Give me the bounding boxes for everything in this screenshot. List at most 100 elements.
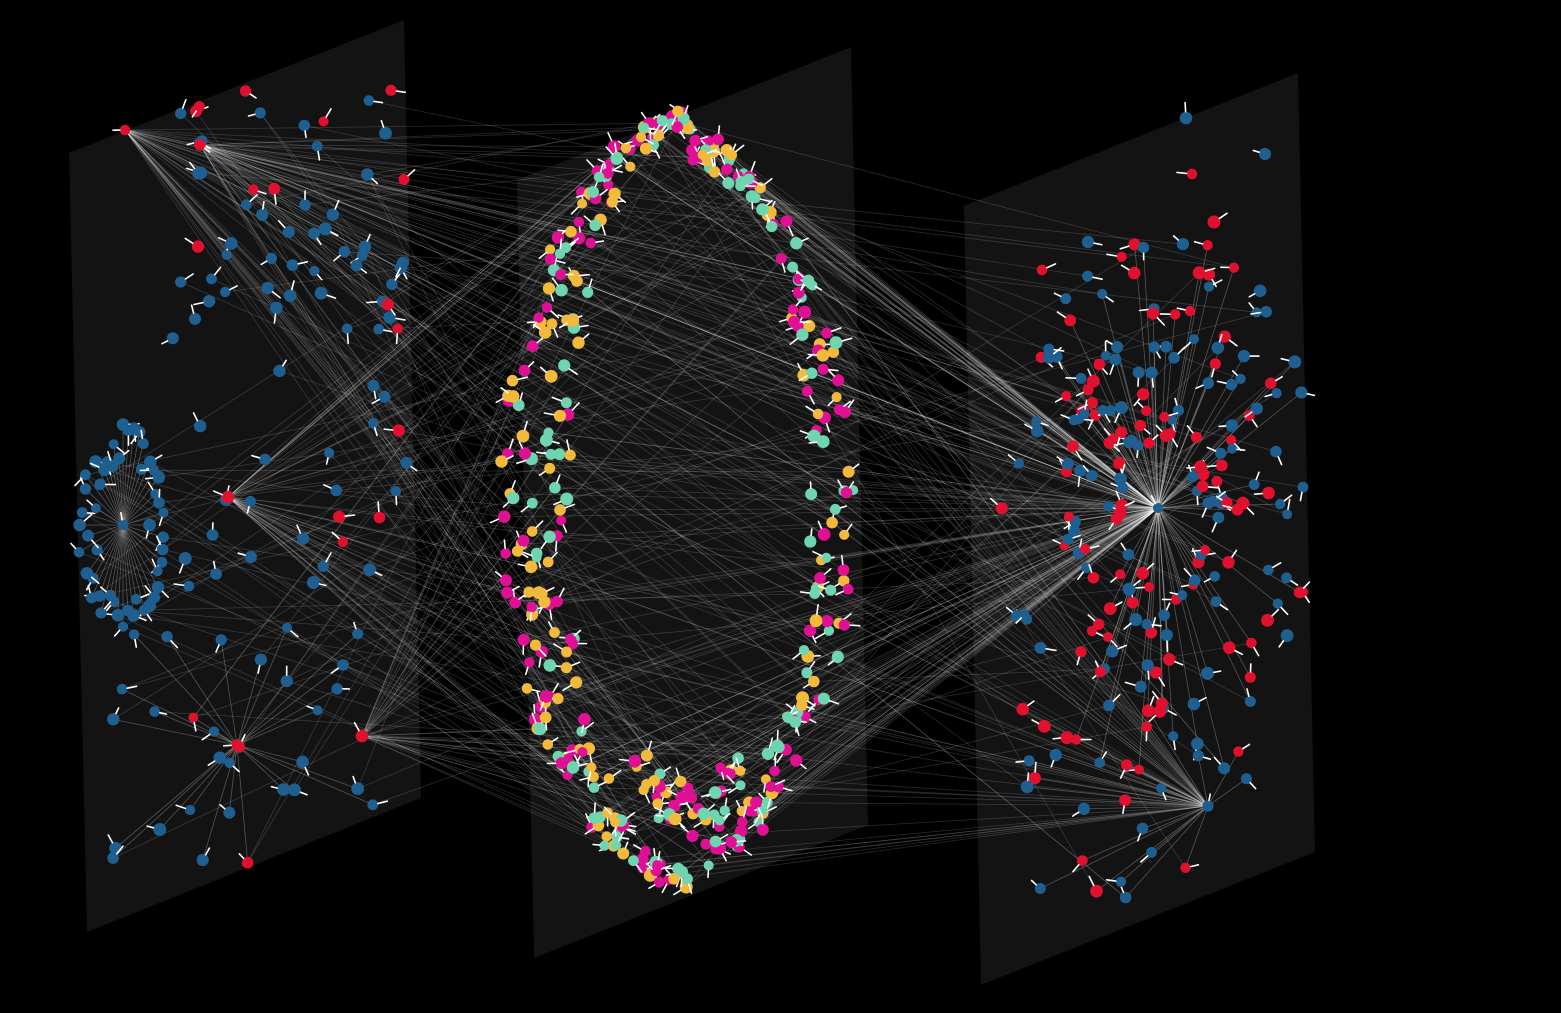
- layer-3-node[interactable]: [1215, 459, 1228, 472]
- layer-3-node[interactable]: [1209, 571, 1220, 582]
- layer-2-node[interactable]: [761, 747, 775, 760]
- layer-2-node[interactable]: [750, 796, 763, 809]
- layer-2-node[interactable]: [586, 762, 597, 773]
- layer-3-node[interactable]: [1218, 330, 1231, 343]
- layer-3-node[interactable]: [1191, 737, 1204, 751]
- layer-1-node[interactable]: [185, 804, 196, 816]
- layer-3-node[interactable]: [1100, 350, 1111, 361]
- layer-3-node[interactable]: [1203, 281, 1215, 292]
- layer-2-node[interactable]: [593, 171, 605, 183]
- layer-2-node[interactable]: [566, 314, 580, 327]
- layer-2-node[interactable]: [804, 535, 817, 548]
- layer-3-node[interactable]: [1152, 502, 1164, 514]
- layer-2-node[interactable]: [589, 219, 601, 232]
- layer-2-node[interactable]: [831, 392, 842, 403]
- layer-2-node[interactable]: [675, 791, 688, 804]
- layer-3-node[interactable]: [1263, 564, 1274, 576]
- layer-3-node[interactable]: [1251, 307, 1262, 318]
- layer-3-node[interactable]: [1156, 783, 1167, 794]
- layer-1-node[interactable]: [363, 563, 377, 576]
- layer-1-node[interactable]: [221, 249, 232, 260]
- layer-2-node[interactable]: [603, 159, 614, 170]
- layer-2-node[interactable]: [805, 488, 818, 501]
- layer-3-node[interactable]: [1013, 458, 1024, 469]
- layer-2-node[interactable]: [552, 693, 564, 705]
- layer-2-node[interactable]: [608, 187, 621, 200]
- layer-3-node[interactable]: [1023, 755, 1035, 767]
- layer-2-node[interactable]: [558, 359, 571, 372]
- layer-2-node[interactable]: [509, 596, 522, 609]
- layer-3-node[interactable]: [1137, 388, 1150, 401]
- layer-1-node[interactable]: [80, 469, 91, 481]
- layer-1-node[interactable]: [208, 726, 220, 737]
- layer-1-node[interactable]: [268, 182, 281, 195]
- layer-1-node[interactable]: [392, 323, 403, 334]
- layer-2-node[interactable]: [611, 840, 622, 851]
- layer-2-node[interactable]: [685, 791, 698, 804]
- layer-2-node[interactable]: [825, 584, 837, 596]
- layer-3-node[interactable]: [1141, 618, 1153, 630]
- layer-3-node[interactable]: [1116, 251, 1127, 262]
- layer-3-node[interactable]: [1272, 598, 1283, 609]
- layer-3-node[interactable]: [1126, 596, 1139, 609]
- layer-1-node[interactable]: [156, 556, 168, 568]
- layer-1-node[interactable]: [117, 519, 129, 531]
- layer-3-node[interactable]: [1148, 341, 1160, 354]
- layer-2-node[interactable]: [607, 140, 621, 153]
- layer-2-node[interactable]: [538, 595, 551, 609]
- layer-1-node[interactable]: [299, 199, 311, 211]
- layer-2-node[interactable]: [526, 526, 538, 537]
- layer-3-node[interactable]: [1227, 443, 1238, 454]
- layer-3-node[interactable]: [1028, 771, 1041, 785]
- layer-3-node[interactable]: [1233, 746, 1244, 757]
- layer-1-node[interactable]: [318, 222, 332, 236]
- layer-2-node[interactable]: [766, 220, 778, 233]
- layer-3-node[interactable]: [1282, 509, 1293, 520]
- layer-3-node[interactable]: [1034, 642, 1047, 654]
- layer-1-node[interactable]: [113, 452, 126, 465]
- layer-2-node[interactable]: [512, 399, 525, 412]
- layer-2-node[interactable]: [564, 449, 576, 461]
- layer-2-node[interactable]: [769, 765, 780, 777]
- layer-2-node[interactable]: [790, 237, 803, 250]
- layer-3-node[interactable]: [1188, 574, 1201, 587]
- layer-3-node[interactable]: [1063, 511, 1074, 522]
- layer-1-node[interactable]: [383, 311, 397, 324]
- layer-1-node[interactable]: [95, 607, 107, 619]
- layer-1-node[interactable]: [288, 783, 301, 797]
- layer-1-node[interactable]: [337, 659, 349, 671]
- layer-2-node[interactable]: [565, 225, 577, 238]
- layer-2-node[interactable]: [523, 586, 535, 598]
- layer-3-node[interactable]: [1119, 891, 1132, 904]
- layer-3-node[interactable]: [1261, 613, 1274, 627]
- layer-2-node[interactable]: [518, 364, 531, 377]
- layer-3-node[interactable]: [1097, 288, 1108, 300]
- layer-2-node[interactable]: [798, 645, 810, 656]
- layer-1-node[interactable]: [396, 256, 409, 269]
- layer-3-node[interactable]: [1133, 764, 1144, 775]
- layer-2-node[interactable]: [617, 847, 630, 860]
- layer-1-node[interactable]: [351, 782, 365, 796]
- layer-3-node[interactable]: [1222, 556, 1235, 569]
- layer-2-node[interactable]: [652, 798, 664, 810]
- layer-1-node[interactable]: [330, 484, 343, 497]
- layer-2-node[interactable]: [787, 304, 799, 315]
- layer-1-node[interactable]: [286, 259, 299, 271]
- layer-3-node[interactable]: [1090, 884, 1103, 898]
- layer-3-node[interactable]: [1086, 469, 1098, 482]
- layer-2-node[interactable]: [801, 667, 813, 679]
- layer-3-node[interactable]: [1159, 411, 1170, 422]
- layer-3-node[interactable]: [1196, 480, 1209, 493]
- layer-3-node[interactable]: [1016, 702, 1029, 716]
- layer-1-node[interactable]: [149, 706, 160, 717]
- layer-2-node[interactable]: [823, 625, 835, 636]
- layer-1-node[interactable]: [153, 496, 165, 509]
- layer-2-node[interactable]: [817, 363, 829, 375]
- layer-3-node[interactable]: [1163, 653, 1176, 666]
- layer-2-node[interactable]: [603, 179, 614, 190]
- layer-2-node[interactable]: [587, 186, 599, 198]
- layer-3-node[interactable]: [1113, 457, 1126, 470]
- layer-3-node[interactable]: [1061, 457, 1074, 470]
- layer-2-node[interactable]: [518, 447, 532, 460]
